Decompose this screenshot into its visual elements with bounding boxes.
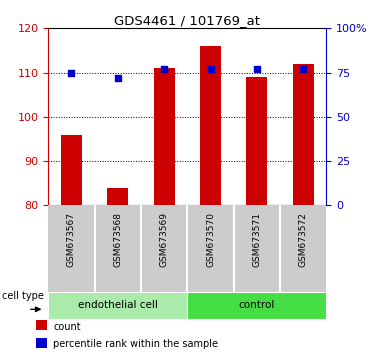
Bar xyxy=(107,188,128,205)
Bar xyxy=(293,64,314,205)
Bar xyxy=(154,68,175,205)
Text: cell type: cell type xyxy=(2,291,44,302)
Text: GSM673572: GSM673572 xyxy=(299,212,308,267)
Point xyxy=(115,75,121,81)
Bar xyxy=(36,320,47,330)
Point xyxy=(208,66,214,72)
Title: GDS4461 / 101769_at: GDS4461 / 101769_at xyxy=(114,14,260,27)
Point xyxy=(161,66,167,72)
Bar xyxy=(36,338,47,348)
Text: endothelial cell: endothelial cell xyxy=(78,300,158,310)
Text: GSM673567: GSM673567 xyxy=(67,212,76,267)
Bar xyxy=(200,46,221,205)
Text: GSM673570: GSM673570 xyxy=(206,212,215,267)
Text: percentile rank within the sample: percentile rank within the sample xyxy=(53,339,219,349)
Bar xyxy=(246,77,267,205)
Point xyxy=(254,66,260,72)
Text: GSM673569: GSM673569 xyxy=(160,212,169,267)
Text: GSM673568: GSM673568 xyxy=(113,212,122,267)
Point xyxy=(69,70,75,75)
Bar xyxy=(61,135,82,205)
Bar xyxy=(48,292,187,319)
Bar xyxy=(187,292,326,319)
Text: count: count xyxy=(53,322,81,332)
Text: control: control xyxy=(239,300,275,310)
Text: GSM673571: GSM673571 xyxy=(252,212,262,267)
Point xyxy=(301,66,306,72)
